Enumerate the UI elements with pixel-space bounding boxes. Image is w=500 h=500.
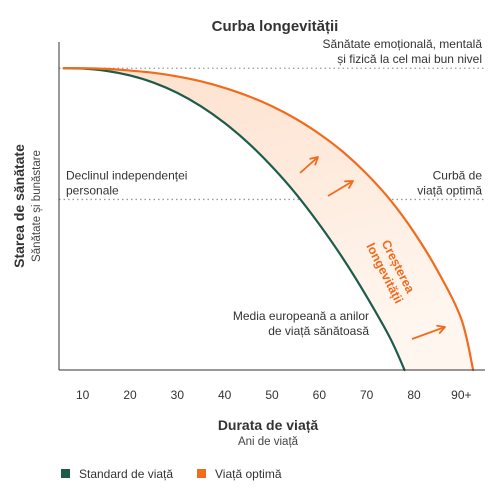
y-axis-sublabel: Sănătate și bunăstare [31,150,43,262]
growth-arrow [327,180,354,197]
y-axis-label: Starea de sănătate [11,144,27,268]
x-tick-label: 60 [313,388,327,402]
reference-lines [59,67,485,201]
series-line-optimal [62,67,475,372]
x-tick-label: 90+ [451,388,471,402]
legend-swatch-optimal [197,469,206,478]
series-line-standard [62,67,406,372]
x-tick-label: 50 [265,388,279,402]
x-tick-label: 10 [76,388,90,402]
growth-arrow [411,326,446,340]
reference-labels: Sănătate emoțională, mentală și fizică la… [66,37,482,197]
x-axis-sublabel: Ani de viață [238,436,299,448]
growth-arrow [299,156,319,174]
reference-label-2: Curbă de viață optimă [417,168,482,197]
legend-item-standard: Standard de viață [61,467,173,481]
growth-arrow-head [309,156,319,166]
x-tick-label: 30 [171,388,185,402]
annotation-european-average: Media europeană a anilor de viață sănătoa… [233,309,369,338]
series-layer [62,67,475,372]
reference-label-1: Declinul independenței personale [66,168,187,197]
x-tick-label: 20 [123,388,137,402]
reference-label-0: Sănătate emoțională, mentală și fizică la… [323,37,483,66]
x-tick-label: 80 [407,388,421,402]
legend-swatch-standard [61,469,70,478]
legend: Standard de viață Viață optimă [61,467,282,481]
x-tick-label: 70 [360,388,374,402]
chart-title: Curba longevității [212,18,339,35]
growth-arrow-head [344,180,354,189]
growth-arrow-head [436,324,446,334]
x-tick-label: 40 [218,388,232,402]
legend-label-standard: Standard de viață [79,467,173,481]
legend-item-optimal: Viață optimă [197,467,282,481]
x-axis-ticks: 10 20 30 40 50 60 70 80 90+ [76,388,472,402]
legend-label-optimal: Viață optimă [215,467,282,481]
x-axis-label: Durata de viață [218,417,319,433]
growth-arrows [299,156,446,340]
longevity-gain-area [63,68,474,370]
